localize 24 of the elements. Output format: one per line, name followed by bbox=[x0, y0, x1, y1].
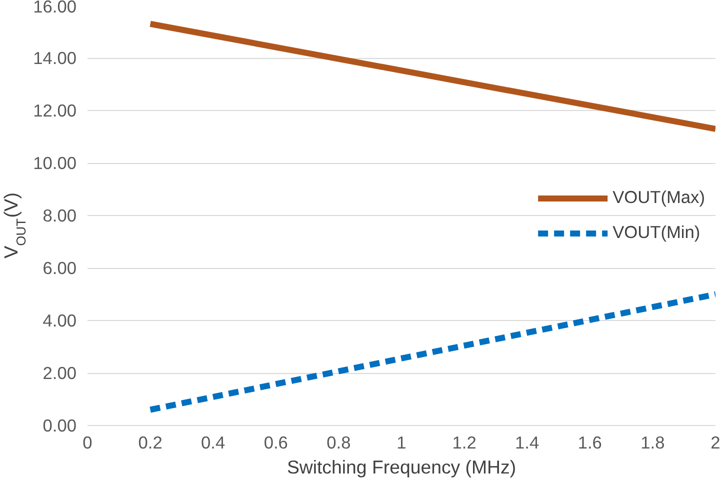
x-tick-label: 0.6 bbox=[264, 432, 288, 452]
x-tick-label: 0.2 bbox=[138, 432, 162, 452]
y-tick-label: 6.00 bbox=[42, 258, 77, 278]
x-tick-label: 1.6 bbox=[578, 432, 602, 452]
y-tick-label: 16.00 bbox=[33, 0, 77, 16]
x-tick-label: 0.8 bbox=[326, 432, 351, 452]
x-axis-title: Switching Frequency (MHz) bbox=[286, 456, 516, 478]
x-tick-label: 1.4 bbox=[515, 432, 540, 452]
y-tick-label: 0.00 bbox=[42, 416, 77, 436]
y-tick-label: 12.00 bbox=[33, 100, 77, 120]
x-tick-label: 2 bbox=[710, 432, 720, 452]
y-tick-label: 4.00 bbox=[42, 310, 77, 330]
x-tick-label: 1.2 bbox=[452, 432, 476, 452]
y-tick-label: 8.00 bbox=[42, 206, 77, 226]
x-tick-label: 1.8 bbox=[640, 432, 665, 452]
y-tick-label: 10.00 bbox=[33, 153, 77, 173]
x-tick-label: 0.4 bbox=[201, 432, 226, 452]
y-tick-label: 2.00 bbox=[42, 363, 77, 383]
x-tick-label: 1 bbox=[396, 432, 406, 452]
x-tick-label: 0 bbox=[82, 432, 92, 452]
legend-label: VOUT(Min) bbox=[612, 222, 700, 243]
y-axis-title: VOUT(V) bbox=[2, 192, 28, 259]
y-tick-label: 14.00 bbox=[33, 48, 77, 68]
legend-label: VOUT(Max) bbox=[612, 187, 705, 208]
